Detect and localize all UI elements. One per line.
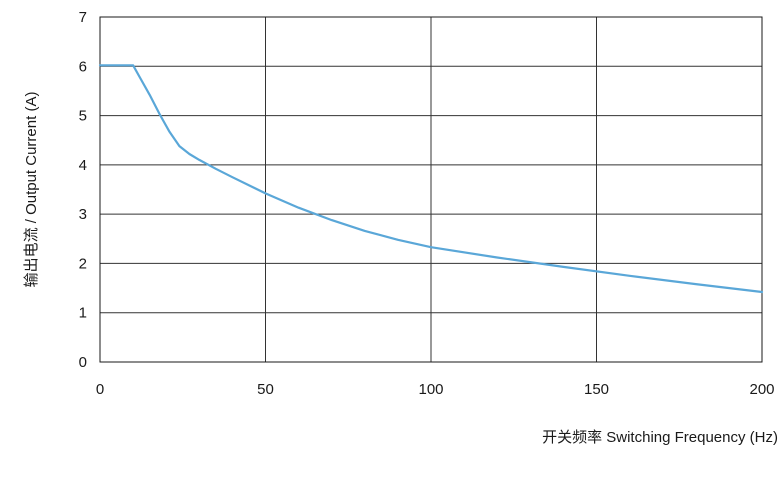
x-tick-label: 200 <box>749 381 774 398</box>
series-line <box>98 64 764 294</box>
y-tick-label: 1 <box>79 305 87 322</box>
x-tick-label: 0 <box>96 381 104 398</box>
plot-area <box>99 16 763 363</box>
y-tick-label: 4 <box>79 157 87 174</box>
y-tick-label: 6 <box>79 58 87 75</box>
x-tick-label: 150 <box>584 381 609 398</box>
y-tick-label: 2 <box>79 255 87 272</box>
grid <box>99 16 763 363</box>
y-tick-label: 3 <box>79 206 87 223</box>
series-layer <box>98 64 764 294</box>
y-tick-label: 5 <box>79 108 87 125</box>
x-tick-label: 50 <box>257 381 274 398</box>
x-axis-tick-labels: 0 50 100 150 200 <box>96 381 775 398</box>
x-tick-label: 100 <box>418 381 443 398</box>
y-axis-title: 输出电流 / Output Current (A) <box>23 92 40 288</box>
y-tick-label: 7 <box>79 9 87 26</box>
y-axis-tick-labels: 0 1 2 3 4 5 6 7 <box>79 9 87 371</box>
y-tick-label: 0 <box>79 354 87 371</box>
x-axis-title: 开关频率 Switching Frequency (Hz) <box>542 429 778 446</box>
